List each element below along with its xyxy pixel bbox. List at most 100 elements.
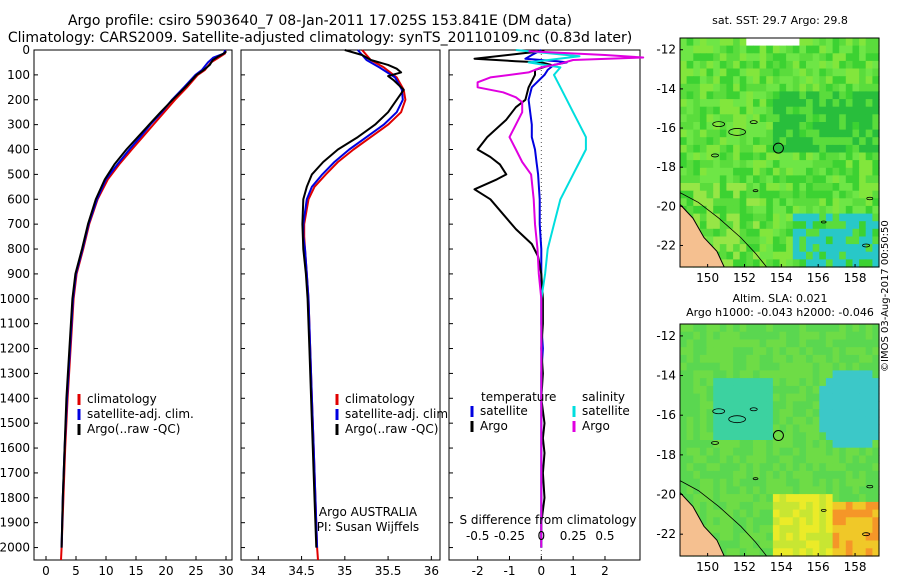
map-cell [766, 251, 774, 260]
map-cell [812, 447, 820, 456]
map-cell [792, 106, 800, 115]
map-cell [759, 45, 767, 54]
map-cell [772, 137, 781, 146]
legend-label: Argo(..raw -QC) [345, 422, 438, 436]
map-cell [733, 409, 741, 418]
map-cell [786, 447, 794, 456]
map-cell [845, 38, 853, 47]
depth-tick-label: 200 [7, 93, 30, 107]
map-cell [852, 447, 860, 456]
map-cell [699, 122, 708, 131]
map-cell [832, 501, 840, 511]
map-cell [865, 525, 873, 534]
map-cell [766, 432, 774, 441]
map-cell [865, 91, 873, 100]
map-cell [766, 160, 774, 169]
map-cell [865, 370, 873, 379]
map-cell [812, 532, 820, 542]
map-cell [772, 205, 781, 215]
map-cell [872, 339, 880, 348]
map-cell [726, 385, 734, 395]
map-cell [706, 331, 714, 340]
map-cell [825, 324, 834, 333]
map-cell [739, 440, 747, 449]
depth-tick-label: 1100 [0, 317, 30, 331]
map-cell [746, 221, 754, 230]
map-cell [733, 167, 741, 176]
map-cell [733, 160, 741, 169]
map-cell [719, 478, 727, 487]
map-cell [772, 455, 781, 464]
map-cell [799, 378, 807, 387]
map-cell [792, 378, 800, 387]
map-cell [699, 221, 708, 230]
map-cell [786, 525, 794, 534]
map-cell [812, 455, 820, 464]
map-cell [713, 183, 721, 192]
map-cell [753, 478, 761, 487]
map-cell [699, 339, 708, 348]
map-cell [812, 83, 820, 92]
map-cell [825, 183, 834, 192]
map-cell [713, 68, 721, 77]
map-cell [686, 432, 694, 441]
map-cell [839, 324, 847, 333]
map-cell [726, 259, 734, 268]
map-cell [759, 424, 767, 433]
map-cell [865, 152, 873, 161]
map-cell [706, 416, 714, 426]
map-cell [865, 331, 873, 340]
map-cell [806, 494, 814, 503]
map-cell [726, 347, 734, 356]
map-cell [839, 354, 847, 364]
map-cell [806, 517, 814, 526]
map-cell [733, 540, 741, 549]
map-cell [772, 152, 781, 161]
map-cell [819, 259, 827, 268]
map-cell [759, 144, 767, 154]
map-cell [719, 416, 727, 426]
map-cell [726, 362, 734, 371]
map-cell [799, 152, 807, 161]
map-cell [706, 167, 714, 176]
map-cell [832, 424, 840, 433]
reef-outline [820, 508, 827, 512]
map-cell [706, 83, 714, 92]
map-cell [845, 401, 853, 410]
map-cell [786, 160, 794, 169]
map-cell [859, 190, 867, 199]
map-cell [852, 324, 860, 333]
map-cell [739, 532, 747, 542]
map-cell [859, 509, 867, 518]
map-cell [845, 331, 853, 340]
map-cell [792, 183, 800, 192]
map-cell [759, 259, 767, 268]
map-cell [693, 213, 701, 222]
map-cell [699, 416, 708, 426]
map-cell [845, 122, 853, 131]
map-cell [759, 509, 767, 518]
map-cell [799, 470, 807, 480]
map-cell [753, 416, 761, 426]
map-cell [699, 60, 708, 70]
map-cell [786, 144, 794, 154]
map-cell [872, 401, 880, 410]
map-cell [806, 160, 814, 169]
map-cell [799, 205, 807, 215]
map-cell [825, 152, 834, 161]
map-cell [859, 478, 867, 487]
map-cell [726, 160, 734, 169]
map-cell [872, 501, 880, 511]
map-cell [680, 331, 688, 340]
map-cell [872, 509, 880, 518]
map-x-tick-label: 150 [696, 271, 719, 285]
map-cell [779, 167, 787, 176]
map-cell [859, 91, 867, 100]
map-cell [819, 463, 827, 472]
map-cell [865, 385, 873, 395]
map-cell [839, 370, 847, 379]
map-cell [719, 347, 727, 356]
map-cell [733, 331, 741, 340]
map-cell [733, 478, 741, 487]
map-cell [799, 236, 807, 245]
